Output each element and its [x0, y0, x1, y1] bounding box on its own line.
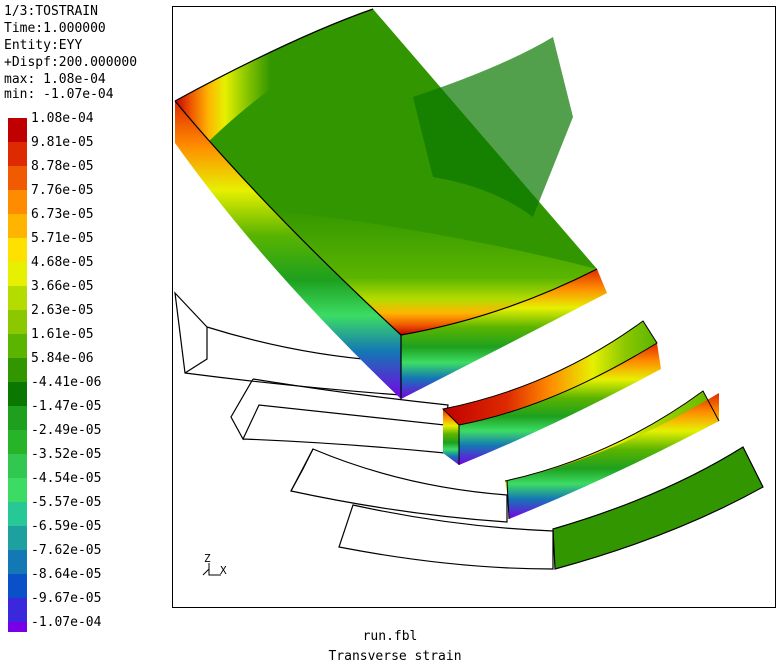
legend-entry: 1.61e-05	[8, 327, 148, 358]
legend-swatch	[8, 526, 27, 550]
header-max: max: 1.08e-04	[4, 72, 106, 87]
legend-swatch	[8, 598, 27, 622]
legend-label: 2.63e-05	[31, 303, 94, 318]
legend-label: -6.59e-05	[31, 519, 102, 534]
legend-label: -5.57e-05	[31, 495, 102, 510]
legend-entry: -1.07e-04	[8, 615, 148, 646]
footer-filename: run.fbl	[362, 629, 418, 644]
segment-1-top-face	[443, 321, 657, 425]
model-viewport[interactable]: Z X	[172, 6, 776, 608]
legend-entry: 7.76e-05	[8, 183, 148, 214]
legend-swatch	[8, 190, 27, 214]
legend-swatch	[8, 502, 27, 526]
legend-entry: 3.66e-05	[8, 279, 148, 310]
header-displacement-factor: +Dispf:200.000000	[4, 55, 138, 70]
legend-entry: 4.68e-05	[8, 255, 148, 286]
legend-swatch	[8, 262, 27, 286]
legend-label: 5.71e-05	[31, 231, 94, 246]
legend-swatch	[8, 310, 27, 334]
legend-label: -4.41e-06	[31, 375, 102, 390]
legend-label: -8.64e-05	[31, 567, 102, 582]
legend-label: 3.66e-05	[31, 279, 94, 294]
header-min: min: -1.07e-04	[4, 87, 114, 102]
legend-label: 9.81e-05	[31, 135, 94, 150]
block-top-dark-region	[413, 37, 573, 217]
legend-label: 5.84e-06	[31, 351, 94, 366]
legend-entry: 5.71e-05	[8, 231, 148, 262]
legend-label: 1.61e-05	[31, 327, 94, 342]
segment-1-edges	[441, 320, 658, 465]
segment-2-side-face	[507, 393, 719, 519]
legend-label: -2.49e-05	[31, 423, 102, 438]
legend-entry: -1.47e-05	[8, 399, 148, 430]
legend-entry: -8.64e-05	[8, 567, 148, 598]
footer-caption: Transverse strain	[328, 649, 462, 664]
legend-swatch	[8, 334, 27, 358]
legend-swatch	[8, 166, 27, 190]
legend-swatch	[8, 622, 27, 632]
legend-entry: -4.54e-05	[8, 471, 148, 502]
legend-swatch	[8, 358, 27, 382]
legend-label: 4.68e-05	[31, 255, 94, 270]
legend-label: -9.67e-05	[31, 591, 102, 606]
legend-label: 6.73e-05	[31, 207, 94, 222]
legend-entry: -6.59e-05	[8, 519, 148, 550]
legend-label: -1.47e-05	[31, 399, 102, 414]
block-top-corner-gradient	[175, 9, 383, 147]
header-time: Time:1.000000	[4, 21, 106, 36]
legend-entry: 2.63e-05	[8, 303, 148, 334]
block-edges	[174, 8, 598, 399]
legend-swatch	[8, 142, 27, 166]
segment-1-end-face	[443, 409, 459, 465]
block-top-lower-gradient	[243, 207, 597, 335]
legend-label: -1.07e-04	[31, 615, 102, 630]
legend-swatch	[8, 550, 27, 574]
legend-swatch	[8, 574, 27, 598]
legend-label: -3.52e-05	[31, 447, 102, 462]
legend-entry: -3.52e-05	[8, 447, 148, 478]
legend-swatch	[8, 118, 27, 142]
legend-entry: -7.62e-05	[8, 543, 148, 574]
legend-swatch	[8, 406, 27, 430]
legend-entry: 9.81e-05	[8, 135, 148, 166]
legend-swatch	[8, 430, 27, 454]
segment-2-edges	[504, 390, 720, 520]
block-side-face	[175, 101, 401, 399]
axis-triad: Z X	[202, 552, 227, 577]
legend-entry: 1.08e-04	[8, 111, 148, 142]
segment-1-side-face	[459, 343, 661, 465]
axis-z-label: Z	[204, 552, 211, 565]
legend-entry: -5.57e-05	[8, 495, 148, 526]
legend-swatch	[8, 214, 27, 238]
legend-entry: -9.67e-05	[8, 591, 148, 622]
legend-label: -4.54e-05	[31, 471, 102, 486]
strain-plot: Z X	[174, 8, 764, 577]
legend-entry: 5.84e-06	[8, 351, 148, 382]
legend-label: 8.78e-05	[31, 159, 94, 174]
axis-x-label: X	[220, 564, 227, 577]
legend-swatch	[8, 478, 27, 502]
legend-entry: 6.73e-05	[8, 207, 148, 238]
legend-entry: -4.41e-06	[8, 375, 148, 406]
legend-entry: 8.78e-05	[8, 159, 148, 190]
header-result-title: 1/3:TOSTRAIN	[4, 4, 98, 19]
header-entity: Entity:EYY	[4, 38, 83, 53]
legend-label: 1.08e-04	[31, 111, 94, 126]
legend-swatch	[8, 286, 27, 310]
legend-swatch	[8, 238, 27, 262]
legend-swatch	[8, 454, 27, 478]
legend-swatch	[8, 382, 27, 406]
block-front-face	[401, 269, 607, 399]
segment-3-face	[552, 446, 764, 570]
legend-label: -7.62e-05	[31, 543, 102, 558]
legend-label: 7.76e-05	[31, 183, 94, 198]
legend-entry: -2.49e-05	[8, 423, 148, 454]
